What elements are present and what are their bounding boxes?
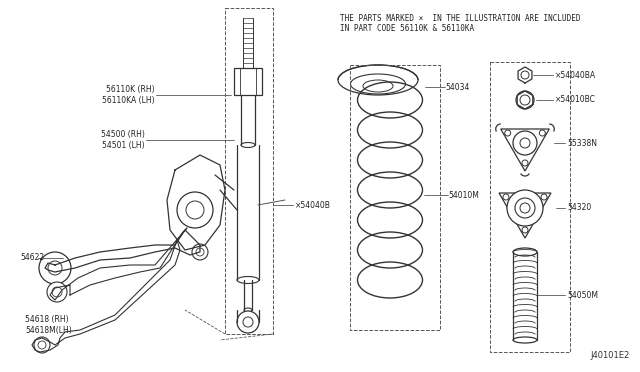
- Circle shape: [243, 317, 253, 327]
- Text: J40101E2: J40101E2: [591, 351, 630, 360]
- Text: 54034: 54034: [445, 83, 469, 92]
- Text: ×54040BA: ×54040BA: [555, 71, 596, 80]
- Circle shape: [47, 282, 67, 302]
- Polygon shape: [50, 228, 187, 300]
- Circle shape: [515, 198, 535, 218]
- Text: 54622: 54622: [20, 253, 44, 263]
- Circle shape: [521, 71, 529, 79]
- Text: ×54010BC: ×54010BC: [555, 96, 596, 105]
- Text: 56110K (RH)
56110KA (LH): 56110K (RH) 56110KA (LH): [102, 85, 155, 105]
- Ellipse shape: [237, 276, 259, 283]
- Circle shape: [540, 130, 545, 136]
- Ellipse shape: [351, 74, 406, 94]
- Ellipse shape: [338, 65, 418, 95]
- Text: 54618 (RH)
54618M(LH): 54618 (RH) 54618M(LH): [25, 315, 72, 335]
- Ellipse shape: [513, 337, 537, 343]
- Ellipse shape: [513, 248, 537, 256]
- Text: THE PARTS MARKED ×  IN THE ILLUSTRATION ARE INCLUDED
IN PART CODE 56110K & 56110: THE PARTS MARKED × IN THE ILLUSTRATION A…: [340, 14, 580, 33]
- Circle shape: [522, 160, 528, 166]
- Ellipse shape: [244, 308, 252, 312]
- Circle shape: [237, 311, 259, 333]
- Circle shape: [186, 201, 204, 219]
- Circle shape: [505, 130, 511, 136]
- Circle shape: [39, 252, 71, 284]
- Text: 54320: 54320: [567, 203, 591, 212]
- Text: ×54040B: ×54040B: [295, 201, 331, 209]
- Polygon shape: [499, 193, 551, 238]
- Circle shape: [520, 138, 530, 148]
- Ellipse shape: [241, 142, 255, 148]
- Circle shape: [177, 192, 213, 228]
- Text: 54050M: 54050M: [567, 291, 598, 299]
- Text: 55338N: 55338N: [567, 138, 597, 148]
- Bar: [225, 8, 273, 334]
- Circle shape: [513, 131, 537, 155]
- Text: 54500 (RH)
54501 (LH): 54500 (RH) 54501 (LH): [101, 130, 145, 150]
- Text: 54010M: 54010M: [448, 190, 479, 199]
- Polygon shape: [500, 129, 549, 171]
- Circle shape: [34, 337, 50, 353]
- Circle shape: [520, 203, 530, 213]
- Bar: [350, 65, 440, 330]
- Circle shape: [52, 287, 62, 297]
- Circle shape: [522, 227, 528, 233]
- Circle shape: [48, 261, 62, 275]
- Circle shape: [192, 244, 208, 260]
- Circle shape: [507, 190, 543, 226]
- Circle shape: [541, 194, 547, 200]
- Circle shape: [516, 91, 534, 109]
- Bar: [490, 62, 570, 352]
- Circle shape: [503, 194, 509, 200]
- Circle shape: [520, 95, 530, 105]
- Ellipse shape: [363, 80, 393, 92]
- Bar: [234, 68, 262, 95]
- Circle shape: [196, 248, 204, 256]
- Polygon shape: [45, 230, 200, 272]
- Circle shape: [38, 341, 46, 349]
